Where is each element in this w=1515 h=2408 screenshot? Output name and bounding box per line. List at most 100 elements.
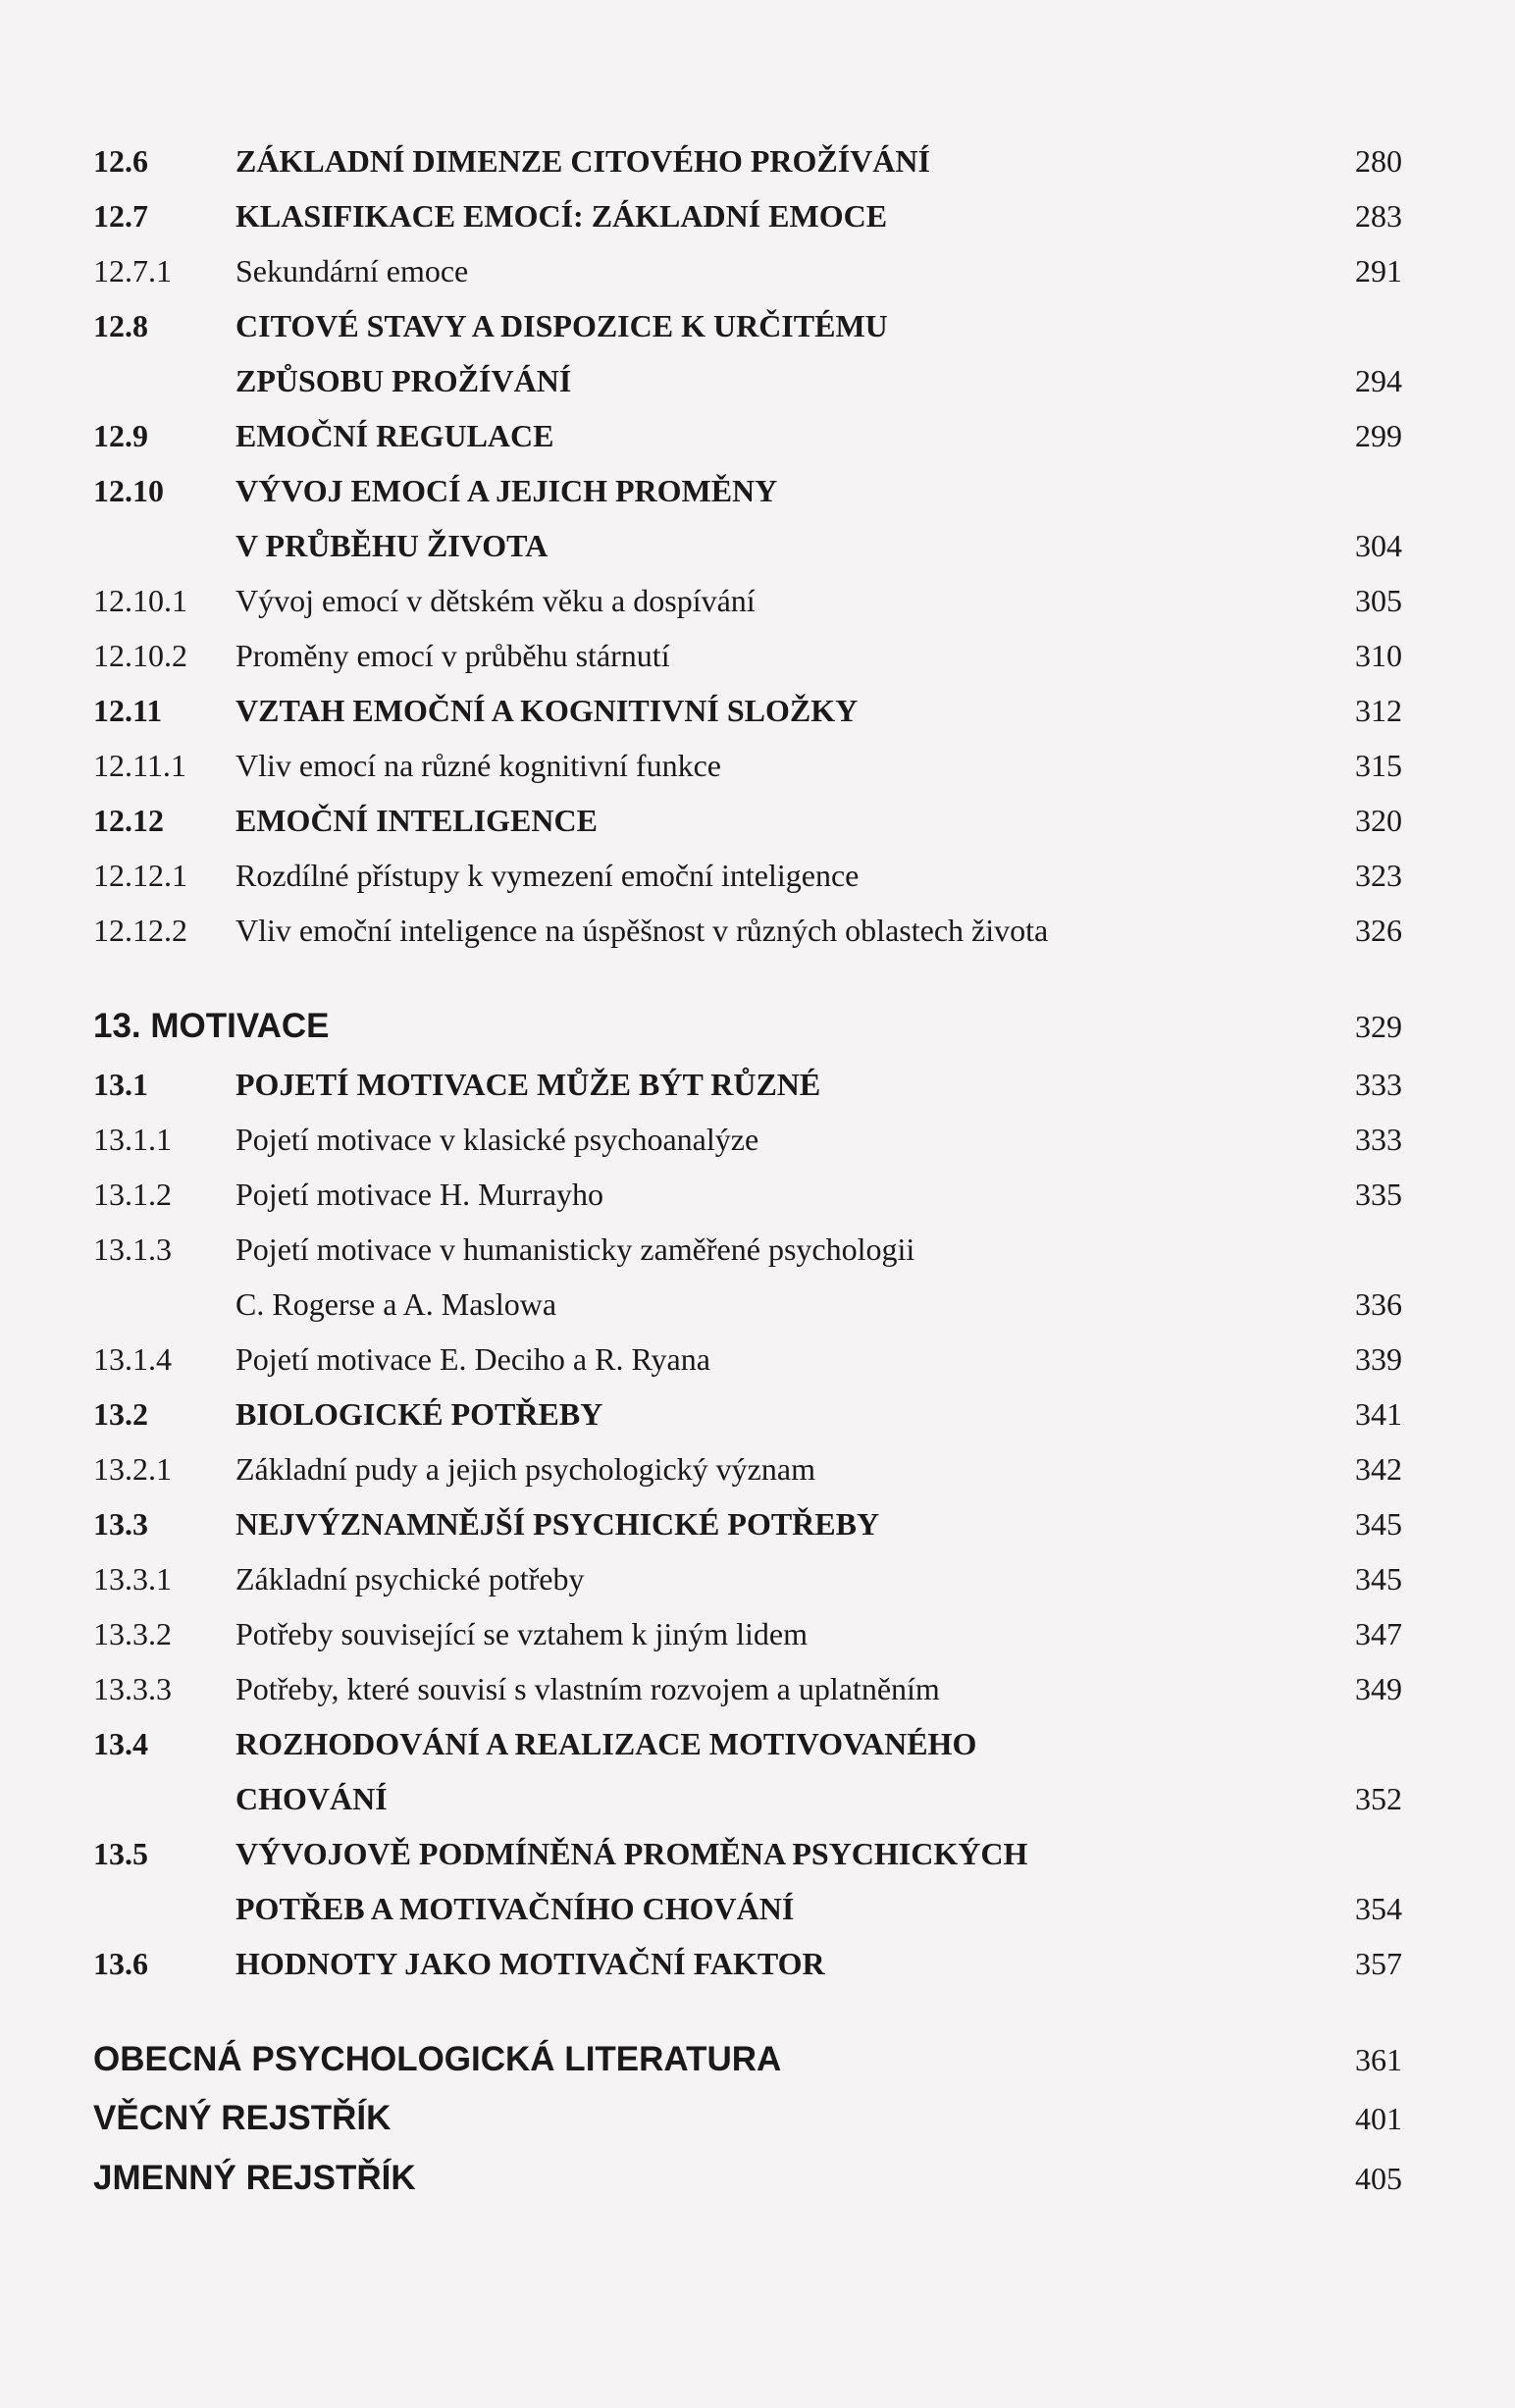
toc-title: Sekundární emoce	[235, 247, 1314, 294]
toc-title-continuation: POTŘEB A MOTIVAČNÍHO CHOVÁNÍ	[235, 1885, 1314, 1932]
toc-row: 13.3NEJVÝZNAMNĚJŠÍ PSYCHICKÉ POTŘEBY345	[93, 1500, 1402, 1547]
toc-number: 13.3.3	[93, 1665, 235, 1712]
toc-page: 304	[1314, 522, 1402, 569]
toc-page: 323	[1314, 852, 1402, 899]
toc-title: Vliv emocí na různé kognitivní funkce	[235, 742, 1314, 789]
toc-row-continuation: C. Rogerse a A. Maslowa336	[93, 1281, 1402, 1328]
toc-number: 12.9	[93, 412, 235, 459]
toc-title-continuation: ZPŮSOBU PROŽÍVÁNÍ	[235, 357, 1314, 404]
toc-title: NEJVÝZNAMNĚJŠÍ PSYCHICKÉ POTŘEBY	[235, 1500, 1314, 1547]
toc-page: 299	[1314, 412, 1402, 459]
toc-title: Vývoj emocí v dětském věku a dospívání	[235, 577, 1314, 624]
toc-title: ZÁKLADNÍ DIMENZE CITOVÉHO PROŽÍVÁNÍ	[235, 137, 1314, 184]
toc-page: 333	[1314, 1061, 1402, 1108]
toc-title: CITOVÉ STAVY A DISPOZICE K URČITÉMU	[235, 302, 1314, 349]
toc-title: VÝVOJOVĚ PODMÍNĚNÁ PROMĚNA PSYCHICKÝCH	[235, 1830, 1314, 1877]
toc-row: 12.10.2Proměny emocí v průběhu stárnutí3…	[93, 632, 1402, 679]
toc-row: 12.10.1Vývoj emocí v dětském věku a dosp…	[93, 577, 1402, 624]
toc-number: 12.11	[93, 687, 235, 734]
toc-title: KLASIFIKACE EMOCÍ: ZÁKLADNÍ EMOCE	[235, 192, 1314, 239]
toc-title: Pojetí motivace H. Murrayho	[235, 1171, 1314, 1218]
toc-row-continuation: ZPŮSOBU PROŽÍVÁNÍ294	[93, 357, 1402, 404]
toc-page: 291	[1314, 247, 1402, 294]
toc-page: 341	[1314, 1390, 1402, 1438]
toc-title: Základní pudy a jejich psychologický výz…	[235, 1445, 1314, 1492]
toc-page: 326	[1314, 907, 1402, 954]
toc-container: 12.6ZÁKLADNÍ DIMENZE CITOVÉHO PROŽÍVÁNÍ2…	[93, 137, 1402, 2204]
toc-page: 294	[1314, 357, 1402, 404]
toc-title: Pojetí motivace v humanisticky zaměřené …	[235, 1226, 1314, 1273]
toc-title: Potřeby, které souvisí s vlastním rozvoj…	[235, 1665, 1314, 1712]
toc-row: 13.3.3Potřeby, které souvisí s vlastním …	[93, 1665, 1402, 1712]
toc-page: 310	[1314, 632, 1402, 679]
toc-number: 12.10.1	[93, 577, 235, 624]
toc-number: 13.2	[93, 1390, 235, 1438]
toc-title: Pojetí motivace v klasické psychoanalýze	[235, 1116, 1314, 1163]
chapter-heading: 13. MOTIVACE	[93, 1001, 1314, 1053]
toc-row: 13.2BIOLOGICKÉ POTŘEBY341	[93, 1390, 1402, 1438]
toc-row: 13.1.2Pojetí motivace H. Murrayho335	[93, 1171, 1402, 1218]
toc-page: 280	[1314, 137, 1402, 184]
toc-page: 357	[1314, 1940, 1402, 1987]
toc-number: 12.12.1	[93, 852, 235, 899]
toc-number: 13.1	[93, 1061, 235, 1108]
toc-row: 13.3.1Základní psychické potřeby345	[93, 1555, 1402, 1602]
chapter-heading-row: 13. MOTIVACE329	[93, 1001, 1402, 1053]
toc-number: 13.1.3	[93, 1226, 235, 1273]
toc-number: 13.2.1	[93, 1445, 235, 1492]
toc-row: 13.1.3Pojetí motivace v humanisticky zam…	[93, 1226, 1402, 1273]
toc-row: 13.5VÝVOJOVĚ PODMÍNĚNÁ PROMĚNA PSYCHICKÝ…	[93, 1830, 1402, 1877]
toc-title-continuation: C. Rogerse a A. Maslowa	[235, 1281, 1314, 1328]
toc-page: 349	[1314, 1665, 1402, 1712]
toc-row: 12.7KLASIFIKACE EMOCÍ: ZÁKLADNÍ EMOCE283	[93, 192, 1402, 239]
toc-row: 12.8CITOVÉ STAVY A DISPOZICE K URČITÉMU	[93, 302, 1402, 349]
toc-row: 12.6ZÁKLADNÍ DIMENZE CITOVÉHO PROŽÍVÁNÍ2…	[93, 137, 1402, 184]
toc-row: 12.7.1Sekundární emoce291	[93, 247, 1402, 294]
toc-title: HODNOTY JAKO MOTIVAČNÍ FAKTOR	[235, 1940, 1314, 1987]
toc-row: 12.11VZTAH EMOČNÍ A KOGNITIVNÍ SLOŽKY312	[93, 687, 1402, 734]
toc-number: 13.5	[93, 1830, 235, 1877]
toc-row: 12.12.1Rozdílné přístupy k vymezení emoč…	[93, 852, 1402, 899]
toc-title: Rozdílné přístupy k vymezení emoční inte…	[235, 852, 1314, 899]
toc-row: 13.1POJETÍ MOTIVACE MŮŽE BÝT RŮZNÉ333	[93, 1061, 1402, 1108]
toc-number: 13.3.1	[93, 1555, 235, 1602]
toc-number: 12.12.2	[93, 907, 235, 954]
toc-row: 13.1.4Pojetí motivace E. Deciho a R. Rya…	[93, 1335, 1402, 1383]
toc-number: 13.1.4	[93, 1335, 235, 1383]
toc-title: EMOČNÍ INTELIGENCE	[235, 797, 1314, 844]
toc-title: Proměny emocí v průběhu stárnutí	[235, 632, 1314, 679]
toc-row: 12.9EMOČNÍ REGULACE299	[93, 412, 1402, 459]
endmatter-row: OBECNÁ PSYCHOLOGICKÁ LITERATURA361	[93, 2034, 1402, 2086]
toc-page: 305	[1314, 577, 1402, 624]
endmatter-title: OBECNÁ PSYCHOLOGICKÁ LITERATURA	[93, 2034, 1314, 2086]
toc-page: 401	[1314, 2095, 1402, 2142]
toc-page: 329	[1314, 1003, 1402, 1050]
toc-title: Vliv emoční inteligence na úspěšnost v r…	[235, 907, 1314, 954]
toc-title-continuation: CHOVÁNÍ	[235, 1775, 1314, 1822]
toc-title: BIOLOGICKÉ POTŘEBY	[235, 1390, 1314, 1438]
toc-number: 13.6	[93, 1940, 235, 1987]
toc-page: 361	[1314, 2036, 1402, 2083]
toc-page: 342	[1314, 1445, 1402, 1492]
toc-row-continuation: POTŘEB A MOTIVAČNÍHO CHOVÁNÍ354	[93, 1885, 1402, 1932]
toc-row-continuation: V PRŮBĚHU ŽIVOTA304	[93, 522, 1402, 569]
toc-row: 13.1.1Pojetí motivace v klasické psychoa…	[93, 1116, 1402, 1163]
toc-row: 13.6HODNOTY JAKO MOTIVAČNÍ FAKTOR357	[93, 1940, 1402, 1987]
toc-page: 320	[1314, 797, 1402, 844]
toc-page: 315	[1314, 742, 1402, 789]
toc-page: 347	[1314, 1610, 1402, 1657]
toc-row: 12.12.2Vliv emoční inteligence na úspěšn…	[93, 907, 1402, 954]
toc-page: 345	[1314, 1555, 1402, 1602]
toc-number: 12.6	[93, 137, 235, 184]
toc-page: 283	[1314, 192, 1402, 239]
toc-row-continuation: CHOVÁNÍ352	[93, 1775, 1402, 1822]
toc-number: 12.11.1	[93, 742, 235, 789]
toc-page: 333	[1314, 1116, 1402, 1163]
toc-page: 354	[1314, 1885, 1402, 1932]
endmatter-title: JMENNÝ REJSTŘÍK	[93, 2153, 1314, 2205]
toc-title: Potřeby související se vztahem k jiným l…	[235, 1610, 1314, 1657]
toc-number: 12.7	[93, 192, 235, 239]
toc-page: 312	[1314, 687, 1402, 734]
toc-title: Pojetí motivace E. Deciho a R. Ryana	[235, 1335, 1314, 1383]
toc-row: 13.3.2Potřeby související se vztahem k j…	[93, 1610, 1402, 1657]
